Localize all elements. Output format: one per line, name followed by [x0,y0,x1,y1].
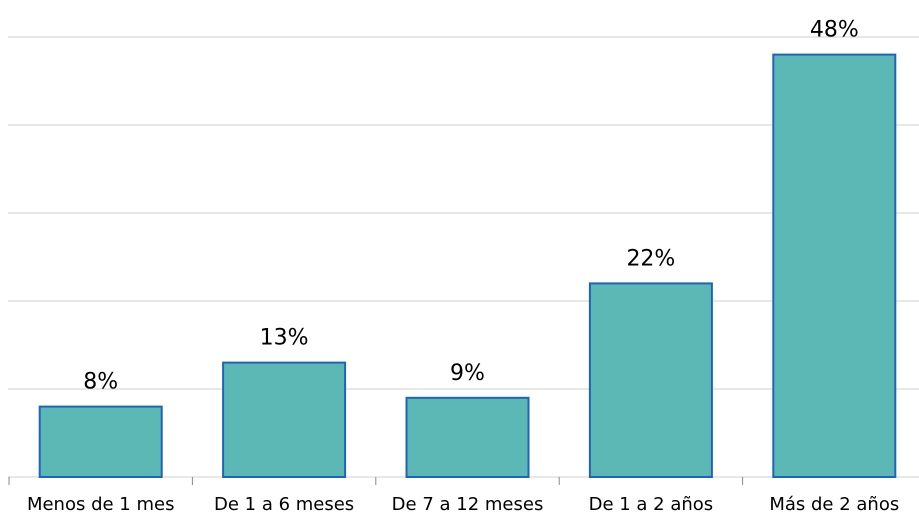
value-label: 8% [83,370,118,395]
x-tick-label: De 1 a 6 meses [214,494,354,515]
x-tick-label: De 1 a 2 años [589,494,714,515]
x-tick-label: De 7 a 12 meses [392,494,544,515]
value-label: 9% [450,361,485,386]
value-label: 48% [810,18,859,43]
bar [588,282,713,478]
x-tick-label: Menos de 1 mes [27,494,175,515]
x-tick-label: Más de 2 años [769,494,899,515]
value-label: 13% [260,326,309,351]
bar [772,53,897,478]
value-label: 22% [626,246,675,271]
bar [405,396,530,478]
bar [222,361,347,479]
bar [38,405,163,479]
